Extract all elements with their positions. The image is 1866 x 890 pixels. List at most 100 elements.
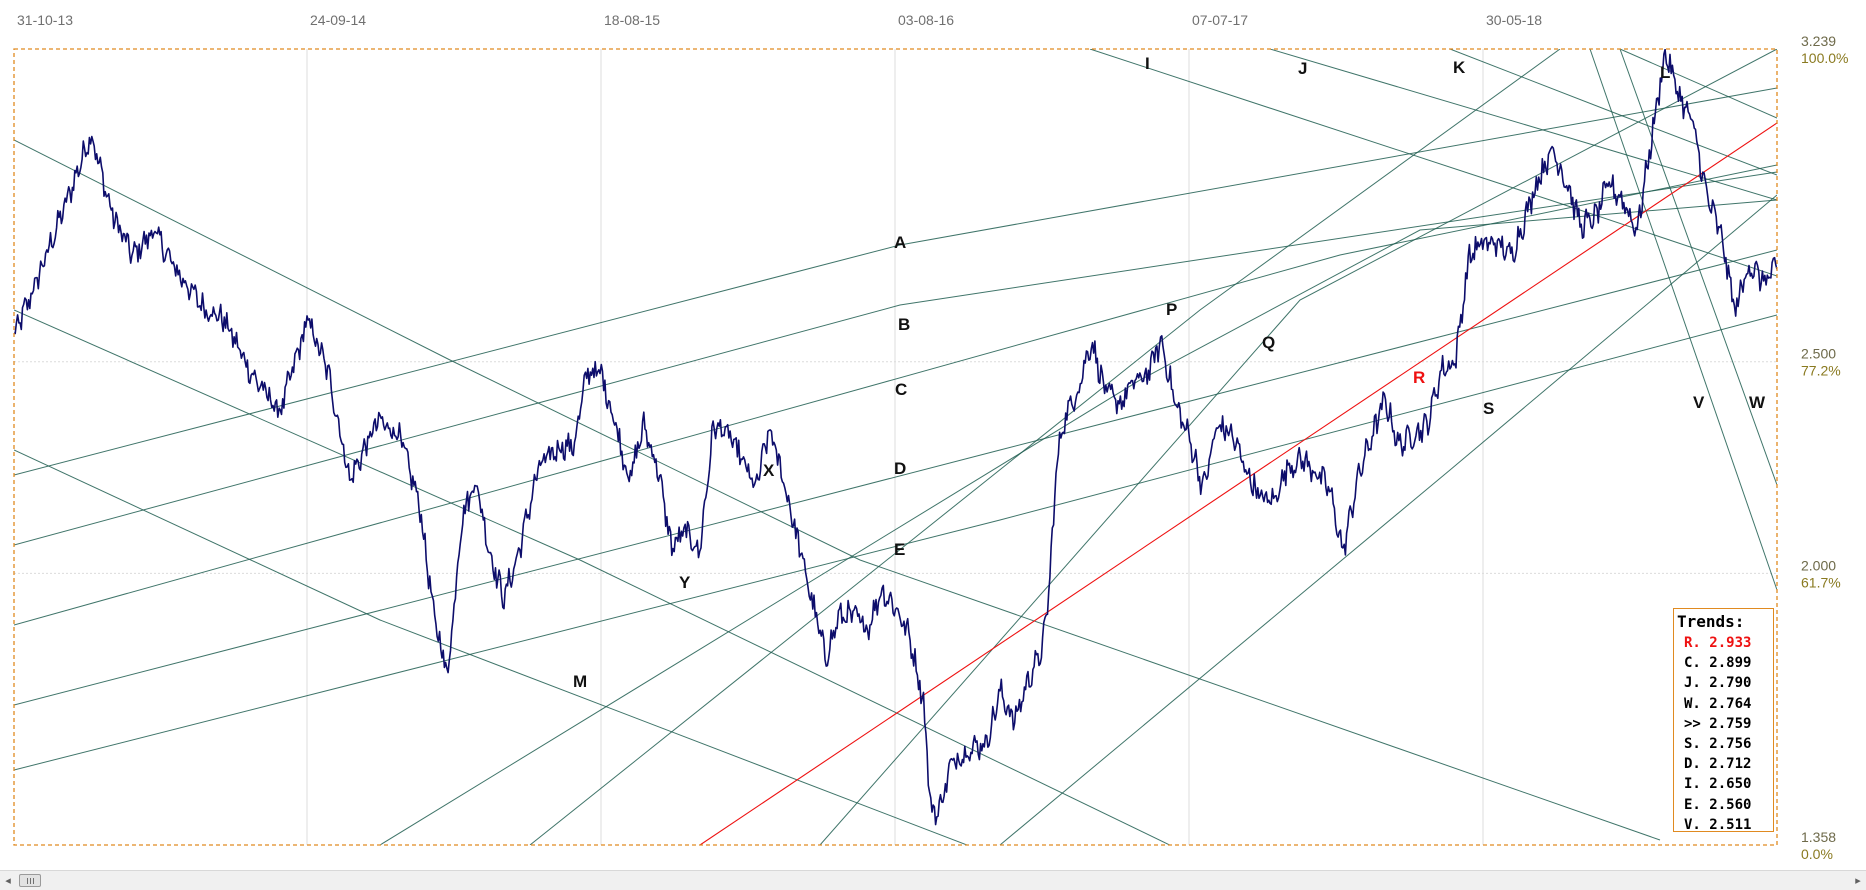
trend-label-d: D [894, 459, 906, 478]
trend-line [1089, 49, 1777, 277]
scroll-right-arrow-icon[interactable]: ▸ [1855, 874, 1861, 887]
trend-row: >> 2.759 [1674, 714, 1773, 734]
trend-row: V. 2.511 [1674, 815, 1773, 835]
trend-line [529, 49, 1561, 845]
x-tick-label: 18-08-15 [604, 12, 660, 28]
trend-label-c: C [895, 380, 907, 399]
trend-line [14, 314, 1777, 771]
trend-row-name: S. [1684, 735, 1701, 752]
trend-row-name: V. [1684, 816, 1701, 833]
trend-row-value: 2.764 [1709, 695, 1752, 712]
trend-row-value: 2.899 [1709, 655, 1752, 672]
x-tick-label: 30-05-18 [1486, 12, 1542, 28]
trend-label-y: Y [679, 573, 691, 592]
chart-area[interactable]: 31-10-13 24-09-14 18-08-15 03-08-16 07-07-17… [0, 0, 1866, 868]
grip-line [33, 878, 34, 884]
trend-row-name: R. [1684, 635, 1701, 651]
trend-label-b: B [898, 315, 910, 334]
trend-row: J. 2.790 [1674, 673, 1773, 693]
y-tick-label: 3.239 [1801, 33, 1836, 49]
x-tick-label: 31-10-13 [17, 12, 73, 28]
trend-label-e: E [894, 540, 905, 559]
trend-label-a: A [894, 233, 906, 252]
trend-row-name: W. [1684, 695, 1701, 712]
trend-label-v: V [1693, 393, 1705, 412]
trend-label-s: S [1483, 399, 1494, 418]
trend-lines [14, 49, 1777, 845]
scroll-thumb[interactable] [19, 874, 41, 887]
y-tick-percent: 0.0% [1801, 846, 1833, 862]
trend-row: W. 2.764 [1674, 694, 1773, 714]
trend-row-name: C. [1684, 655, 1701, 672]
trend-label-p: P [1166, 300, 1177, 319]
trend-row-name: I. [1684, 776, 1701, 793]
price-series [14, 49, 1777, 826]
y-tick-label: 1.358 [1801, 829, 1836, 845]
trend-row-name: >> [1684, 715, 1701, 732]
x-tick-label: 03-08-16 [898, 12, 954, 28]
trend-line [14, 449, 969, 845]
trend-line [14, 171, 1777, 546]
y-tick-label: 2.000 [1801, 557, 1836, 573]
scroll-left-arrow-icon[interactable]: ◂ [5, 874, 11, 887]
x-tick-label: 07-07-17 [1192, 12, 1248, 28]
trends-list: R. 2.933 C. 2.899 J. 2.790 W. 2.764 >> 2.759… [1674, 633, 1773, 835]
trend-line [819, 49, 1777, 845]
trend-row: I. 2.650 [1674, 774, 1773, 794]
trend-label-l: L [1660, 63, 1670, 82]
trend-line [14, 164, 1777, 626]
trend-row: C. 2.899 [1674, 653, 1773, 673]
trend-label-i: I [1145, 54, 1150, 73]
y-tick-percent: 77.2% [1801, 363, 1841, 379]
trend-line [14, 87, 1777, 476]
trend-line [1619, 49, 1777, 119]
trends-title: Trends: [1677, 612, 1745, 631]
trend-label-q: Q [1262, 333, 1275, 352]
trend-labels: A B C D E I J K L M P Q R S V W X Y [573, 54, 1766, 691]
y-tick-percent: 61.7% [1801, 574, 1841, 590]
trend-line [1619, 49, 1777, 486]
trend-row-value: 2.933 [1709, 635, 1752, 651]
trend-row-value: 2.560 [1709, 796, 1752, 813]
trend-label-w: W [1749, 393, 1766, 412]
trend-row: R. 2.933 [1674, 633, 1773, 653]
trend-line [14, 309, 1171, 845]
x-tick-label: 24-09-14 [310, 12, 366, 28]
price-chart: 31-10-13 24-09-14 18-08-15 03-08-16 07-07-17… [13, 12, 1848, 862]
trend-line [1449, 49, 1777, 176]
trend-row-value: 2.511 [1709, 816, 1752, 833]
gridlines [14, 49, 1777, 845]
trend-row-name: D. [1684, 756, 1701, 773]
trend-row-value: 2.756 [1709, 735, 1752, 752]
y-tick-percent: 100.0% [1801, 50, 1848, 66]
trend-label-k: K [1453, 58, 1466, 77]
trend-line [14, 139, 1661, 841]
trend-row-value: 2.650 [1709, 776, 1752, 793]
trends-panel: Trends: R. 2.933 C. 2.899 J. 2.790 W. 2.764… [1673, 608, 1774, 835]
x-axis-ticks: 31-10-13 24-09-14 18-08-15 03-08-16 07-07-17… [17, 12, 1542, 28]
trend-row: S. 2.756 [1674, 734, 1773, 754]
grip-line [27, 878, 28, 884]
trend-row: D. 2.712 [1674, 754, 1773, 774]
y-tick-label: 2.500 [1801, 346, 1836, 362]
price-line [14, 49, 1777, 826]
trend-row: E. 2.560 [1674, 795, 1773, 815]
trend-row-value: 2.759 [1709, 715, 1752, 732]
trend-row-name: J. [1684, 675, 1701, 692]
plot-frame [13, 48, 1778, 846]
horizontal-scrollbar[interactable]: ◂ ▸ [0, 870, 1866, 890]
trend-line [999, 194, 1777, 845]
trend-label-r: R [1413, 368, 1425, 387]
grip-line [30, 878, 31, 884]
trend-line [14, 249, 1777, 706]
trend-label-m: M [573, 672, 587, 691]
trend-line-r [699, 122, 1777, 845]
trend-label-x: X [763, 461, 775, 480]
trend-row-name: E. [1684, 796, 1701, 813]
trend-line [1589, 49, 1777, 591]
trend-row-value: 2.712 [1709, 756, 1752, 773]
trend-line [379, 199, 1777, 845]
trend-label-j: J [1298, 59, 1307, 78]
trend-row-value: 2.790 [1709, 675, 1752, 692]
